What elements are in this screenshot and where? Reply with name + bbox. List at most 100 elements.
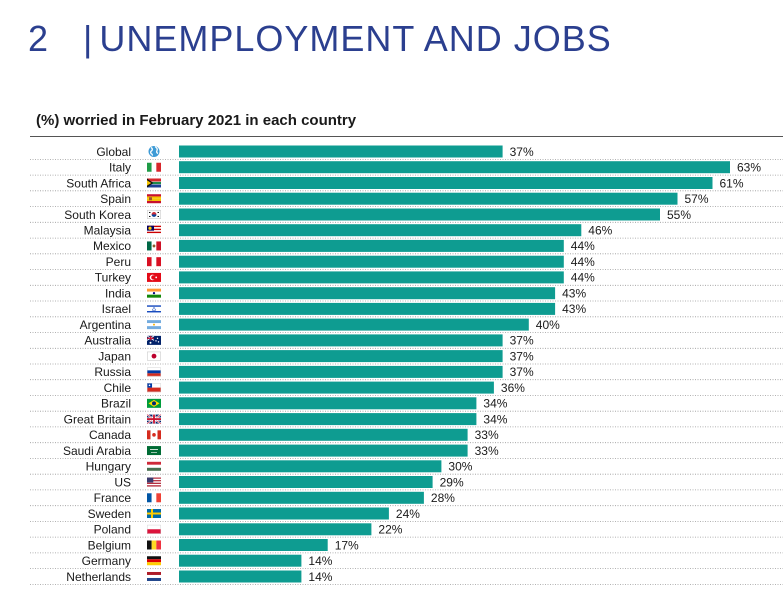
flag-south-korea-icon	[147, 209, 162, 219]
flag-canada-icon	[147, 430, 161, 440]
data-label: 30%	[448, 460, 472, 474]
bar	[179, 523, 372, 536]
category-label: Spain	[100, 192, 131, 206]
data-label: 61%	[720, 176, 744, 190]
globe-icon	[148, 145, 160, 157]
flag-sweden-icon	[147, 509, 161, 519]
flag-japan-icon	[147, 351, 162, 361]
category-label: Chile	[104, 381, 132, 395]
category-label: Mexico	[93, 239, 131, 253]
category-label: Russia	[94, 365, 131, 379]
bar	[179, 554, 302, 567]
bar	[179, 334, 503, 347]
flag-netherlands-icon	[147, 571, 161, 581]
flag-saudi-arabia-icon	[147, 446, 161, 456]
data-label: 37%	[510, 349, 534, 363]
flag-australia-icon	[146, 335, 161, 345]
data-label: 57%	[685, 192, 709, 206]
category-label: Peru	[106, 255, 131, 269]
data-label: 14%	[308, 554, 332, 568]
flag-chile-icon	[147, 383, 161, 393]
flag-france-icon	[147, 493, 161, 503]
flag-turkey-icon	[147, 272, 161, 282]
flag-germany-icon	[147, 556, 161, 566]
category-label: Hungary	[86, 460, 131, 474]
flag-russia-icon	[147, 367, 161, 377]
flag-mexico-icon	[147, 241, 161, 251]
bar	[179, 460, 442, 473]
category-label: Turkey	[95, 271, 131, 285]
category-label: Global	[96, 145, 131, 159]
bar	[179, 413, 477, 426]
data-label: 29%	[440, 475, 464, 489]
data-label: 33%	[475, 428, 499, 442]
category-label: Poland	[94, 523, 131, 537]
bar	[179, 239, 564, 252]
flag-south-africa-icon	[147, 178, 161, 188]
bar	[179, 350, 503, 363]
category-label: Brazil	[101, 397, 131, 411]
data-label: 34%	[483, 397, 507, 411]
bar	[179, 444, 468, 457]
data-label: 46%	[588, 224, 612, 238]
category-label: South Korea	[64, 208, 131, 222]
data-label: 55%	[667, 208, 691, 222]
bar	[179, 381, 494, 394]
category-label: Great Britain	[64, 412, 131, 426]
section-title-text: UNEMPLOYMENT AND JOBS	[99, 18, 612, 59]
data-label: 44%	[571, 271, 595, 285]
data-label: 40%	[536, 318, 560, 332]
category-label: France	[94, 491, 132, 505]
flag-belgium-icon	[147, 540, 161, 550]
section-separator: |	[83, 18, 94, 59]
data-label: 43%	[562, 287, 586, 301]
bar	[179, 476, 433, 488]
category-label: Italy	[109, 161, 131, 175]
section-number: 2	[28, 18, 50, 59]
bar	[179, 428, 468, 441]
category-label: Japan	[98, 349, 131, 363]
data-label: 37%	[510, 145, 534, 159]
bar	[179, 224, 582, 237]
data-label: 24%	[396, 507, 420, 521]
data-label: 28%	[431, 491, 455, 505]
data-label: 37%	[510, 334, 534, 348]
bar	[179, 192, 678, 205]
flag-brazil-icon	[147, 398, 161, 408]
category-label: US	[114, 475, 131, 489]
bar	[179, 161, 730, 174]
bar	[179, 302, 556, 315]
flag-italy-icon	[147, 162, 161, 172]
bar	[179, 145, 503, 158]
bar	[179, 208, 660, 221]
bar	[179, 271, 564, 284]
category-label: Netherlands	[66, 570, 131, 584]
category-label: Malaysia	[84, 224, 132, 238]
category-label: Sweden	[88, 507, 131, 521]
data-label: 44%	[571, 255, 595, 269]
bar	[179, 570, 302, 583]
data-label: 22%	[378, 523, 402, 537]
data-label: 43%	[562, 302, 586, 316]
data-label: 44%	[571, 239, 595, 253]
data-label: 14%	[308, 570, 332, 584]
category-label: Saudi Arabia	[63, 444, 131, 458]
bar	[179, 177, 713, 189]
flag-argentina-icon	[147, 320, 161, 330]
category-label: Belgium	[88, 538, 131, 552]
data-label: 34%	[483, 412, 507, 426]
title-rule	[30, 136, 783, 137]
bar	[179, 287, 556, 300]
category-label: South Africa	[66, 176, 131, 190]
bar	[179, 539, 328, 551]
category-label: India	[105, 287, 131, 301]
chart-title: (%) worried in February 2021 in each cou…	[36, 112, 357, 129]
bar	[179, 397, 477, 410]
flag-us-icon	[147, 477, 161, 487]
data-label: 33%	[475, 444, 499, 458]
bar	[179, 491, 424, 504]
data-label: 63%	[737, 161, 761, 175]
category-label: Argentina	[80, 318, 132, 332]
section-title: 2 | UNEMPLOYMENT AND JOBS	[28, 18, 612, 60]
